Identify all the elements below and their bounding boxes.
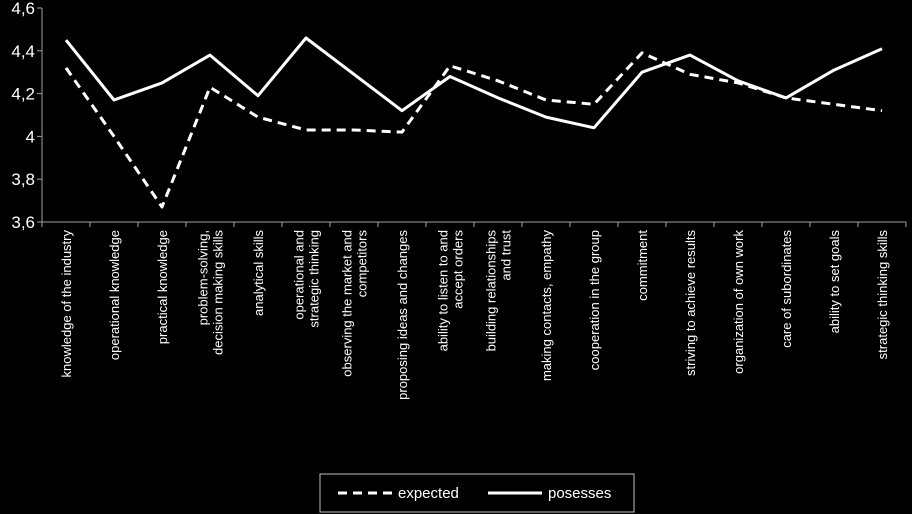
x-tick-label: organization of own work <box>731 230 746 374</box>
x-tick-label: observing the market andcompetitors <box>340 230 370 377</box>
y-ticks: 3,6 3,8 4 4,2 4,4 4,6 <box>11 0 42 232</box>
x-tick-label: cooperation in the group <box>587 230 602 370</box>
series-line-posesses <box>64 36 883 130</box>
legend-box <box>319 473 635 513</box>
x-tick-label: operational knowledge <box>107 230 122 360</box>
legend-items: expected posesses <box>338 485 611 502</box>
y-tick-label: 4,6 <box>11 0 35 18</box>
x-tick-label: analytical skills <box>251 230 266 316</box>
y-tick-label: 4,4 <box>11 42 35 61</box>
x-tick-label: strategic thinking skills <box>875 230 890 360</box>
x-tick-label: striving to achieve results <box>683 230 698 376</box>
x-tick-label: ability to listen to andaccept orders <box>436 230 466 352</box>
series-line-expected <box>64 51 883 209</box>
legend: expected posesses <box>319 473 635 513</box>
legend-label-expected: expected <box>398 485 459 502</box>
x-tick-label: care of subordinates <box>779 230 794 348</box>
x-tick-label: making contacts, empathy <box>539 230 554 382</box>
x-tick-label: problem-solving,decision making skills <box>196 230 226 355</box>
x-ticks: knowledge of the industry operational kno… <box>41 222 907 400</box>
legend-label-posesses: posesses <box>548 485 611 502</box>
y-tick-label: 3,8 <box>11 170 35 189</box>
x-tick-label: proposing ideas and changes <box>395 230 410 400</box>
x-tick-label: knowledge of the industry <box>59 230 74 378</box>
y-tick-label: 4,2 <box>11 85 35 104</box>
x-tick-label: practical knowledge <box>155 230 170 344</box>
x-tick-label: building relationshipsand trust <box>484 230 514 352</box>
series-lines <box>64 36 883 209</box>
x-tick-label: commitment <box>635 230 650 301</box>
x-tick-label: ability to set goals <box>827 230 842 334</box>
plot-area: 3,6 3,8 4 4,2 4,4 4,6 knowledge of the indust… <box>11 0 907 400</box>
y-tick-label: 3,6 <box>11 213 35 232</box>
x-tick-label: operational andstrategic thinking <box>292 230 322 328</box>
y-tick-label: 4 <box>26 127 35 146</box>
